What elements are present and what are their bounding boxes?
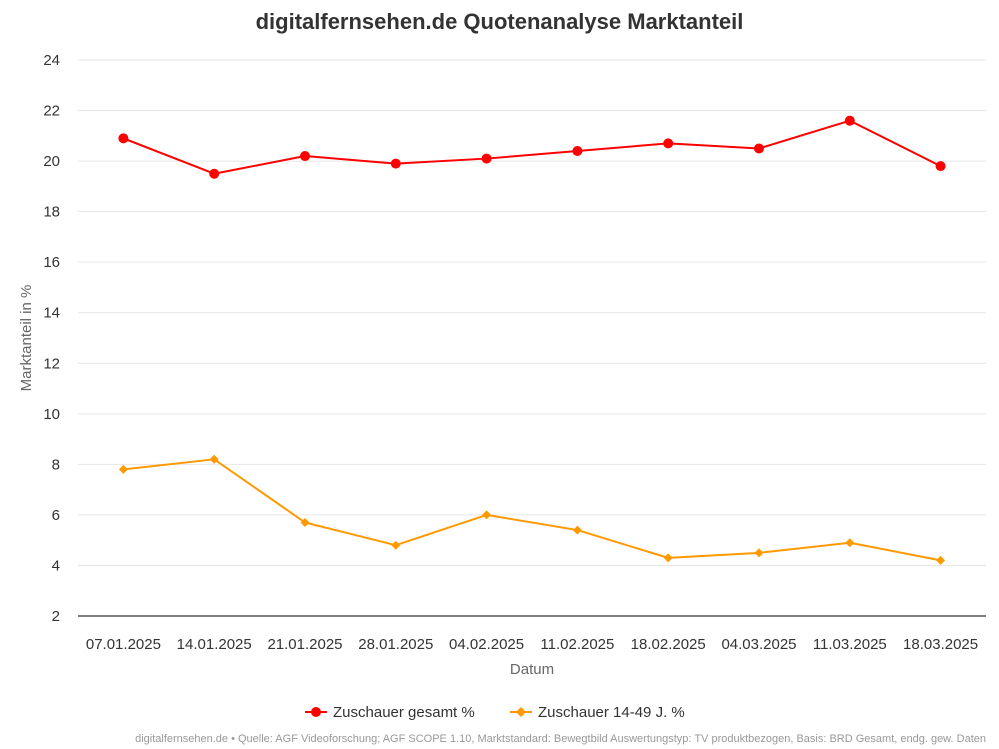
y-tick-label: 4 bbox=[52, 557, 60, 574]
y-tick-label: 18 bbox=[43, 204, 60, 221]
x-tick-label: 04.02.2025 bbox=[449, 636, 524, 653]
data-point[interactable] bbox=[572, 525, 582, 535]
x-tick-label: 04.03.2025 bbox=[721, 636, 796, 653]
x-tick-label: 18.02.2025 bbox=[631, 636, 706, 653]
data-point[interactable] bbox=[118, 133, 129, 144]
legend-marker-gesamt bbox=[311, 707, 321, 717]
legend-item-gesamt[interactable]: Zuschauer gesamt % bbox=[305, 704, 475, 721]
chart-title: digitalfernsehen.de Quotenanalyse Markta… bbox=[256, 9, 744, 34]
legend-marker-14-49 bbox=[516, 707, 526, 717]
data-point[interactable] bbox=[209, 168, 220, 179]
grid-lines bbox=[78, 59, 986, 566]
y-tick-label: 20 bbox=[43, 153, 60, 170]
data-point[interactable] bbox=[482, 510, 492, 520]
series-line bbox=[123, 119, 942, 175]
legend-label-gesamt: Zuschauer gesamt % bbox=[333, 704, 475, 721]
x-tick-label: 07.01.2025 bbox=[86, 636, 161, 653]
y-axis-label: Marktanteil in % bbox=[18, 285, 35, 392]
data-point[interactable] bbox=[209, 454, 219, 464]
y-tick-label: 12 bbox=[43, 355, 60, 372]
legend-item-14-49[interactable]: Zuschauer 14-49 J. % bbox=[510, 704, 685, 721]
x-axis-label: Datum bbox=[510, 661, 554, 678]
series-1 bbox=[118, 454, 946, 565]
y-tick-label: 6 bbox=[52, 507, 60, 524]
x-tick-label: 11.02.2025 bbox=[540, 636, 614, 653]
series-0 bbox=[118, 115, 946, 179]
x-tick-label: 11.03.2025 bbox=[813, 636, 887, 653]
y-tick-label: 8 bbox=[52, 456, 60, 473]
series-line bbox=[123, 458, 941, 562]
data-point[interactable] bbox=[300, 151, 310, 162]
x-tick-label: 21.01.2025 bbox=[267, 636, 342, 653]
data-point[interactable] bbox=[572, 145, 583, 156]
legend[interactable]: Zuschauer gesamt % Zuschauer 14-49 J. % bbox=[305, 704, 685, 721]
y-tick-label: 24 bbox=[43, 52, 60, 69]
data-point[interactable] bbox=[663, 553, 673, 563]
data-point[interactable] bbox=[663, 138, 674, 149]
data-point[interactable] bbox=[936, 555, 946, 565]
series-group bbox=[118, 115, 946, 565]
source-note: digitalfernsehen.de • Quelle: AGF Videof… bbox=[135, 733, 986, 745]
data-point[interactable] bbox=[754, 143, 764, 154]
y-tick-label: 16 bbox=[43, 254, 60, 271]
data-point[interactable] bbox=[300, 517, 310, 527]
x-axis-ticks: 07.01.2025 14.01.2025 21.01.2025 28.01.2025… bbox=[86, 636, 978, 653]
data-point[interactable] bbox=[935, 161, 946, 172]
y-tick-label: 10 bbox=[43, 406, 60, 423]
y-tick-label: 14 bbox=[43, 305, 60, 322]
legend-label-14-49: Zuschauer 14-49 J. % bbox=[538, 704, 685, 721]
data-point[interactable] bbox=[844, 115, 855, 126]
data-point[interactable] bbox=[390, 158, 401, 169]
data-point[interactable] bbox=[118, 464, 128, 474]
data-point[interactable] bbox=[391, 540, 401, 550]
x-tick-label: 28.01.2025 bbox=[358, 636, 433, 653]
x-tick-label: 14.01.2025 bbox=[177, 636, 252, 653]
y-tick-label: 22 bbox=[43, 103, 60, 120]
data-point[interactable] bbox=[481, 153, 492, 164]
data-point[interactable] bbox=[845, 538, 855, 548]
data-point[interactable] bbox=[754, 548, 764, 558]
x-tick-label: 18.03.2025 bbox=[903, 636, 978, 653]
y-tick-label: 2 bbox=[52, 608, 60, 625]
